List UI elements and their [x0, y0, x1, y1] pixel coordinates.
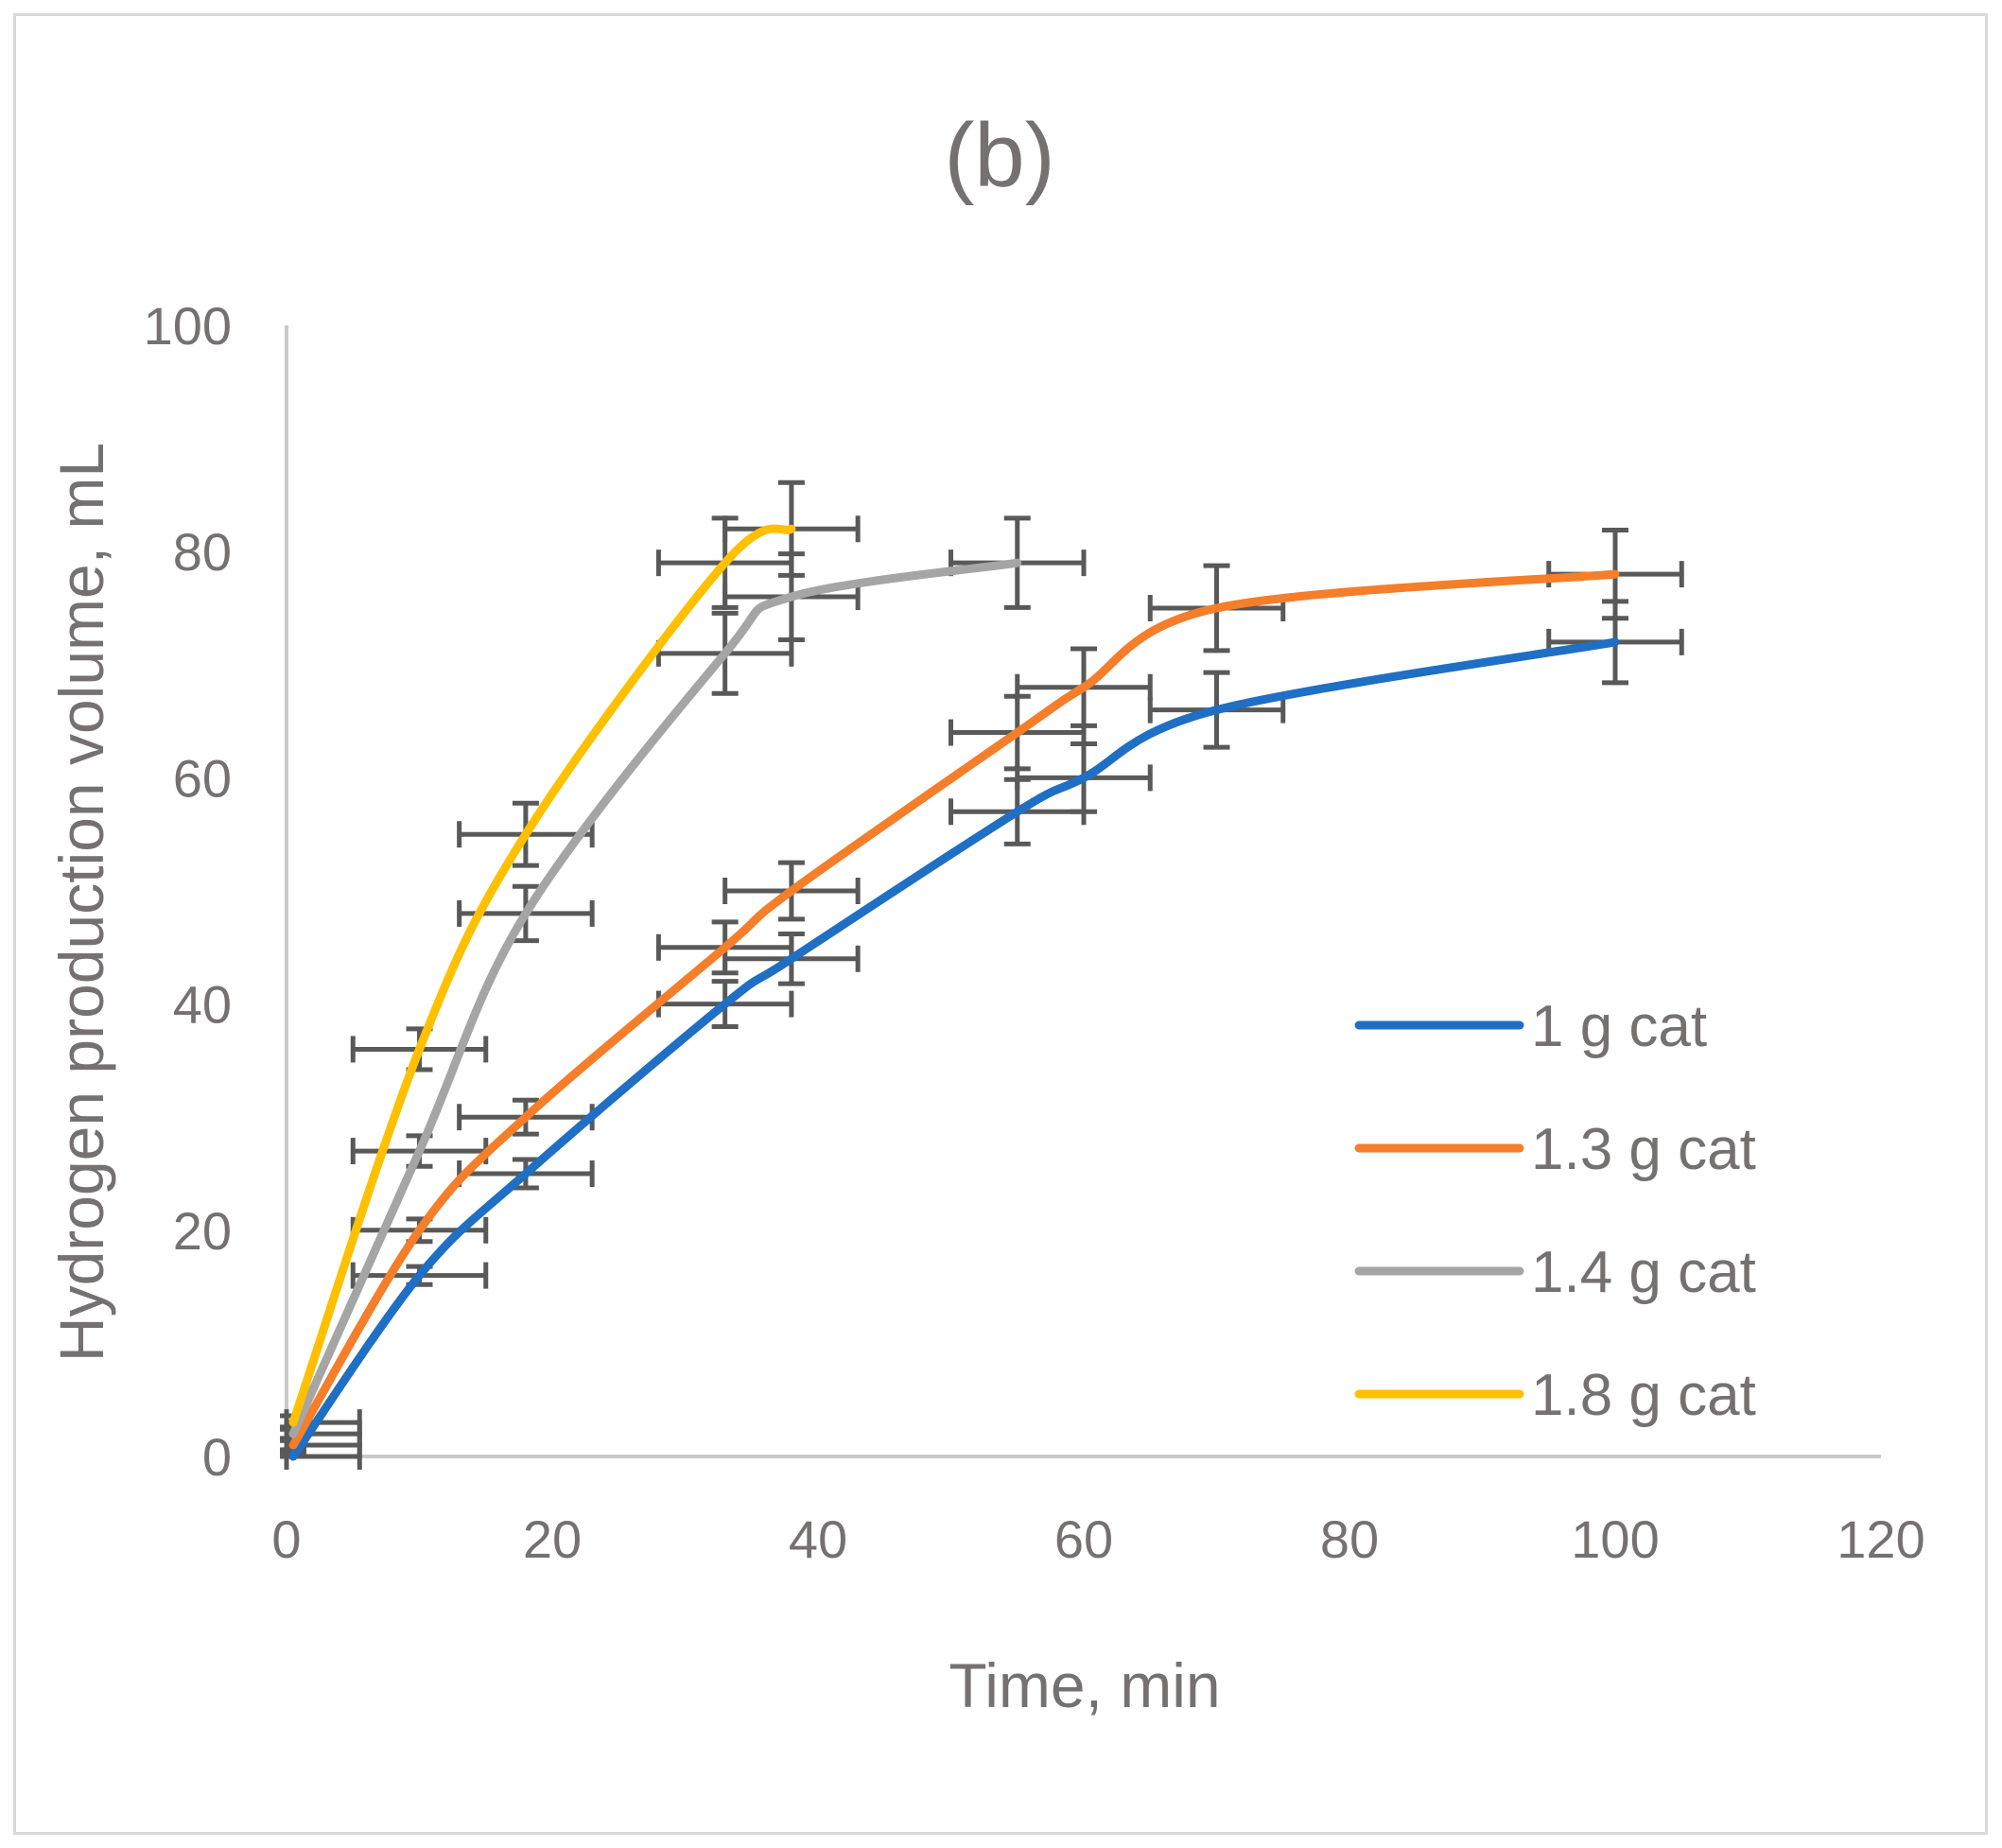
- axes: [285, 325, 1881, 1458]
- x-axis-ticks: 0 20 40 60 80 100 120: [271, 1509, 1924, 1569]
- y-axis-title: Hydrogen production volume, mL: [46, 443, 116, 1362]
- y-tick-label: 80: [173, 522, 232, 582]
- legend-label: 1.8 g cat: [1531, 1363, 1756, 1428]
- x-tick-label: 40: [789, 1509, 847, 1569]
- legend: 1 g cat 1.3 g cat 1.4 g cat 1.8 g cat: [1354, 994, 1756, 1428]
- chart-title: (b): [944, 105, 1054, 206]
- chart-frame: (b) 0 20 40 60 80 100 120 0 20 40 60 80 100 Time, m…: [13, 13, 1988, 1835]
- x-tick-label: 100: [1571, 1509, 1659, 1569]
- x-tick-label: 120: [1837, 1509, 1924, 1569]
- legend-label: 1 g cat: [1531, 994, 1707, 1059]
- legend-label: 1.4 g cat: [1531, 1240, 1756, 1305]
- series-line: [288, 558, 1022, 1438]
- series-lines: [288, 524, 1620, 1461]
- x-tick-label: 80: [1320, 1509, 1379, 1569]
- y-axis-ticks: 0 20 40 60 80 100: [144, 296, 232, 1487]
- y-tick-label: 20: [173, 1201, 232, 1261]
- x-tick-label: 60: [1054, 1509, 1113, 1569]
- y-tick-label: 40: [173, 975, 232, 1035]
- series-line: [288, 637, 1620, 1461]
- x-axis-title: Time, min: [949, 1650, 1220, 1720]
- y-tick-label: 0: [202, 1427, 232, 1487]
- legend-label: 1.3 g cat: [1531, 1117, 1756, 1182]
- x-tick-label: 20: [523, 1509, 582, 1569]
- chart-canvas: (b) 0 20 40 60 80 100 120 0 20 40 60 80 100 Time, m…: [46, 105, 1925, 1720]
- x-tick-label: 0: [271, 1509, 301, 1569]
- series-line: [288, 524, 796, 1427]
- series-line: [288, 569, 1620, 1450]
- y-tick-label: 100: [144, 296, 232, 356]
- y-tick-label: 60: [173, 748, 232, 808]
